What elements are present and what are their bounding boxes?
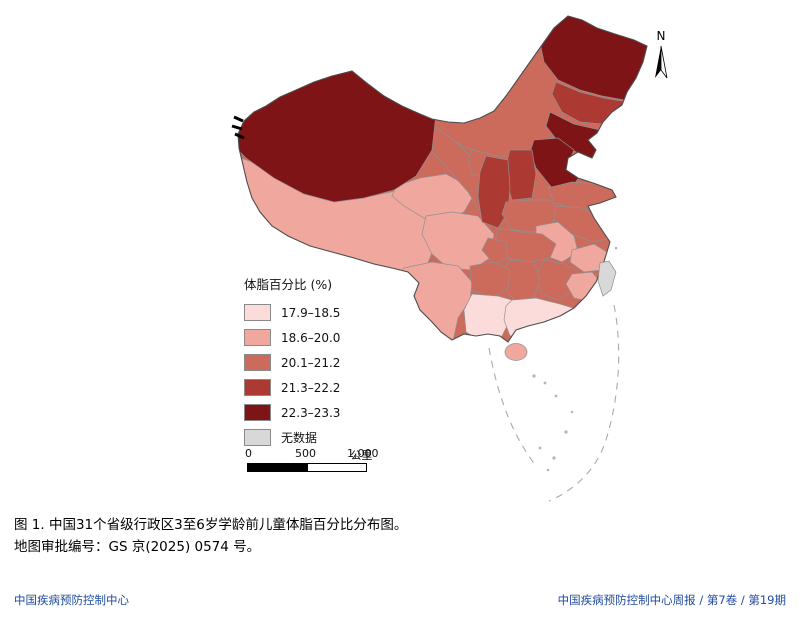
north-arrow: N bbox=[655, 29, 668, 79]
legend-title: 体脂百分比 (%) bbox=[244, 277, 333, 292]
china-outline bbox=[237, 15, 648, 343]
scale-bar: 0 500 1,000 公里 bbox=[245, 447, 477, 472]
legend-label: 18.6–20.0 bbox=[281, 330, 341, 345]
legend-label: 22.3–23.3 bbox=[281, 405, 341, 420]
caption-line-1: 图 1. 中国31个省级行政区3至6岁学龄前儿童体脂百分比分布图。 bbox=[14, 517, 408, 533]
scale-bar-graphic bbox=[247, 463, 367, 472]
map-legend: 体脂百分比 (%) 17.9–18.5 18.6–20.0 20.1–21.2 … bbox=[244, 274, 340, 450]
legend-item: 21.3–22.2 bbox=[244, 375, 340, 400]
footer-left: 中国疾病预防控制中心 bbox=[14, 593, 129, 607]
legend-item: 无数据 bbox=[244, 425, 340, 450]
legend-item: 18.6–20.0 bbox=[244, 325, 340, 350]
scale-labels: 0 500 1,000 公里 bbox=[245, 447, 477, 462]
legend-swatch bbox=[244, 329, 271, 346]
footer-right: 中国疾病预防控制中心周报 / 第7卷 / 第19期 bbox=[557, 593, 786, 607]
scale-tick-0: 0 bbox=[245, 447, 252, 460]
legend-label: 17.9–18.5 bbox=[281, 305, 341, 320]
legend-label: 20.1–21.2 bbox=[281, 355, 341, 370]
legend-swatch bbox=[244, 429, 271, 446]
legend-label: 无数据 bbox=[281, 431, 318, 445]
region-guizhou bbox=[469, 261, 511, 299]
south-sea-islands bbox=[532, 246, 618, 472]
nine-dash-line bbox=[488, 304, 620, 502]
scale-tick-1000: 1,000 公里 bbox=[347, 447, 379, 462]
legend-item: 17.9–18.5 bbox=[244, 300, 340, 325]
disputed-border-ticks bbox=[231, 115, 245, 140]
legend-item: 20.1–21.2 bbox=[244, 350, 340, 375]
legend-swatch bbox=[244, 379, 271, 396]
page-footer: 中国疾病预防控制中心 中国疾病预防控制中心周报 / 第7卷 / 第19期 bbox=[14, 592, 786, 608]
scale-unit: 公里 bbox=[350, 449, 373, 462]
scale-segment-black bbox=[248, 464, 307, 471]
scale-tick-500: 500 bbox=[295, 447, 316, 460]
svg-text:N: N bbox=[657, 29, 666, 43]
region-hainan bbox=[504, 343, 528, 361]
region-taiwan bbox=[597, 260, 617, 297]
region-chongqing bbox=[481, 237, 509, 265]
legend-label: 21.3–22.2 bbox=[281, 380, 341, 395]
caption-line-2: 地图审批编号：GS 京(2025) 0574 号。 bbox=[14, 539, 261, 555]
legend-swatch bbox=[244, 354, 271, 371]
scale-segment-white bbox=[306, 464, 366, 471]
legend-item: 22.3–23.3 bbox=[244, 400, 340, 425]
figure-caption: 图 1. 中国31个省级行政区3至6岁学龄前儿童体脂百分比分布图。 地图审批编号… bbox=[14, 514, 407, 558]
legend-swatch bbox=[244, 304, 271, 321]
legend-swatch bbox=[244, 404, 271, 421]
region-qinghai bbox=[391, 173, 473, 221]
